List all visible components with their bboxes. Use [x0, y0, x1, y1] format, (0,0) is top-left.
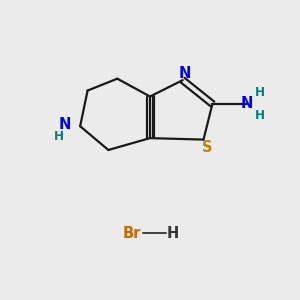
Text: N: N: [179, 66, 191, 81]
Text: H: H: [255, 109, 265, 122]
Text: H: H: [166, 226, 178, 241]
Text: H: H: [54, 130, 64, 142]
Text: N: N: [240, 96, 253, 111]
Text: Br: Br: [123, 226, 141, 241]
Text: H: H: [255, 86, 265, 99]
Text: S: S: [202, 140, 212, 155]
Text: N: N: [58, 117, 71, 132]
